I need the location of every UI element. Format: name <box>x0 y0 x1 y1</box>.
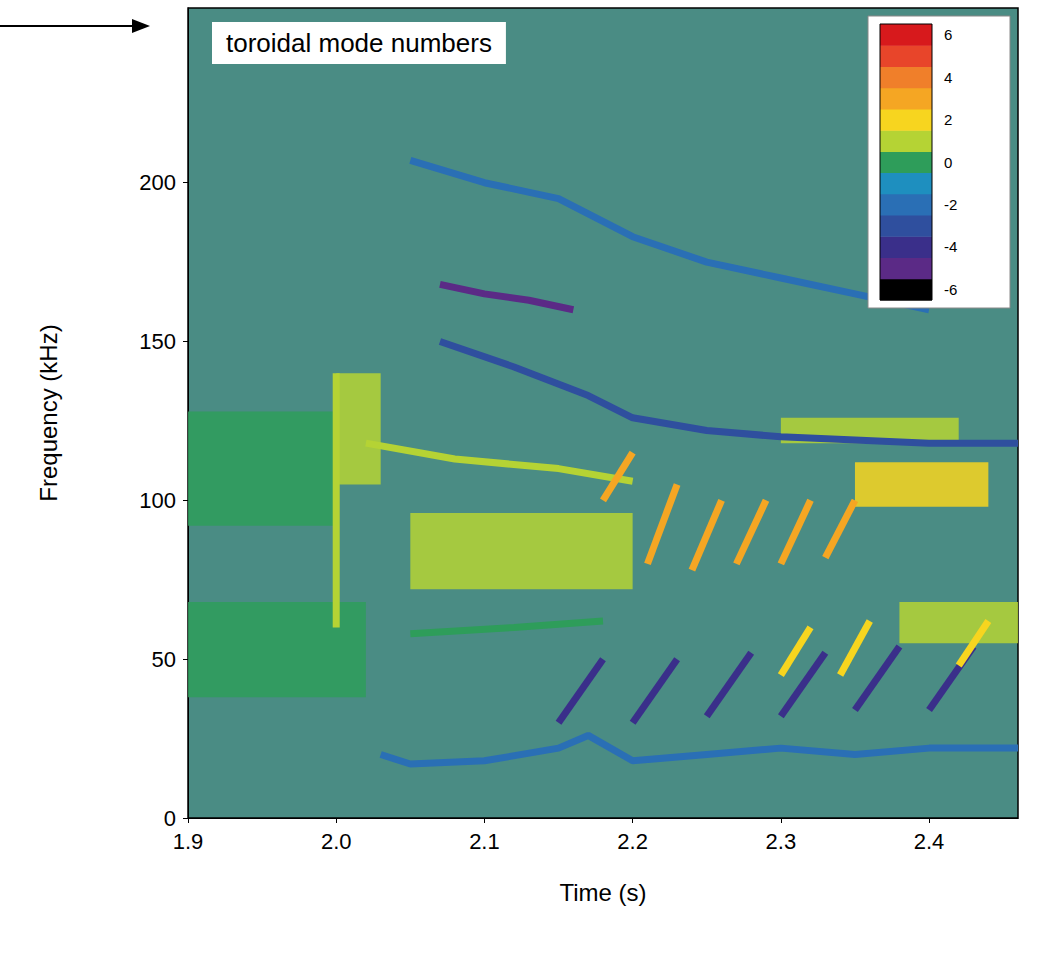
svg-text:2.4: 2.4 <box>914 829 945 854</box>
svg-text:0: 0 <box>164 806 176 831</box>
svg-text:0: 0 <box>944 154 952 171</box>
svg-text:100: 100 <box>139 488 176 513</box>
svg-text:-2: -2 <box>944 196 957 213</box>
svg-text:Frequency (kHz): Frequency (kHz) <box>35 324 62 501</box>
svg-text:2.1: 2.1 <box>469 829 500 854</box>
svg-text:50: 50 <box>152 647 176 672</box>
svg-text:Time (s): Time (s) <box>559 879 646 906</box>
svg-text:2.3: 2.3 <box>766 829 797 854</box>
svg-text:-4: -4 <box>944 238 957 255</box>
svg-text:4: 4 <box>944 69 952 86</box>
svg-text:1.9: 1.9 <box>173 829 204 854</box>
svg-text:-6: -6 <box>944 281 957 298</box>
svg-text:150: 150 <box>139 329 176 354</box>
svg-text:6: 6 <box>944 26 952 43</box>
svg-text:toroidal mode numbers: toroidal mode numbers <box>226 28 492 58</box>
svg-text:200: 200 <box>139 170 176 195</box>
svg-text:2.2: 2.2 <box>617 829 648 854</box>
svg-text:2: 2 <box>944 111 952 128</box>
svg-text:2.0: 2.0 <box>321 829 352 854</box>
